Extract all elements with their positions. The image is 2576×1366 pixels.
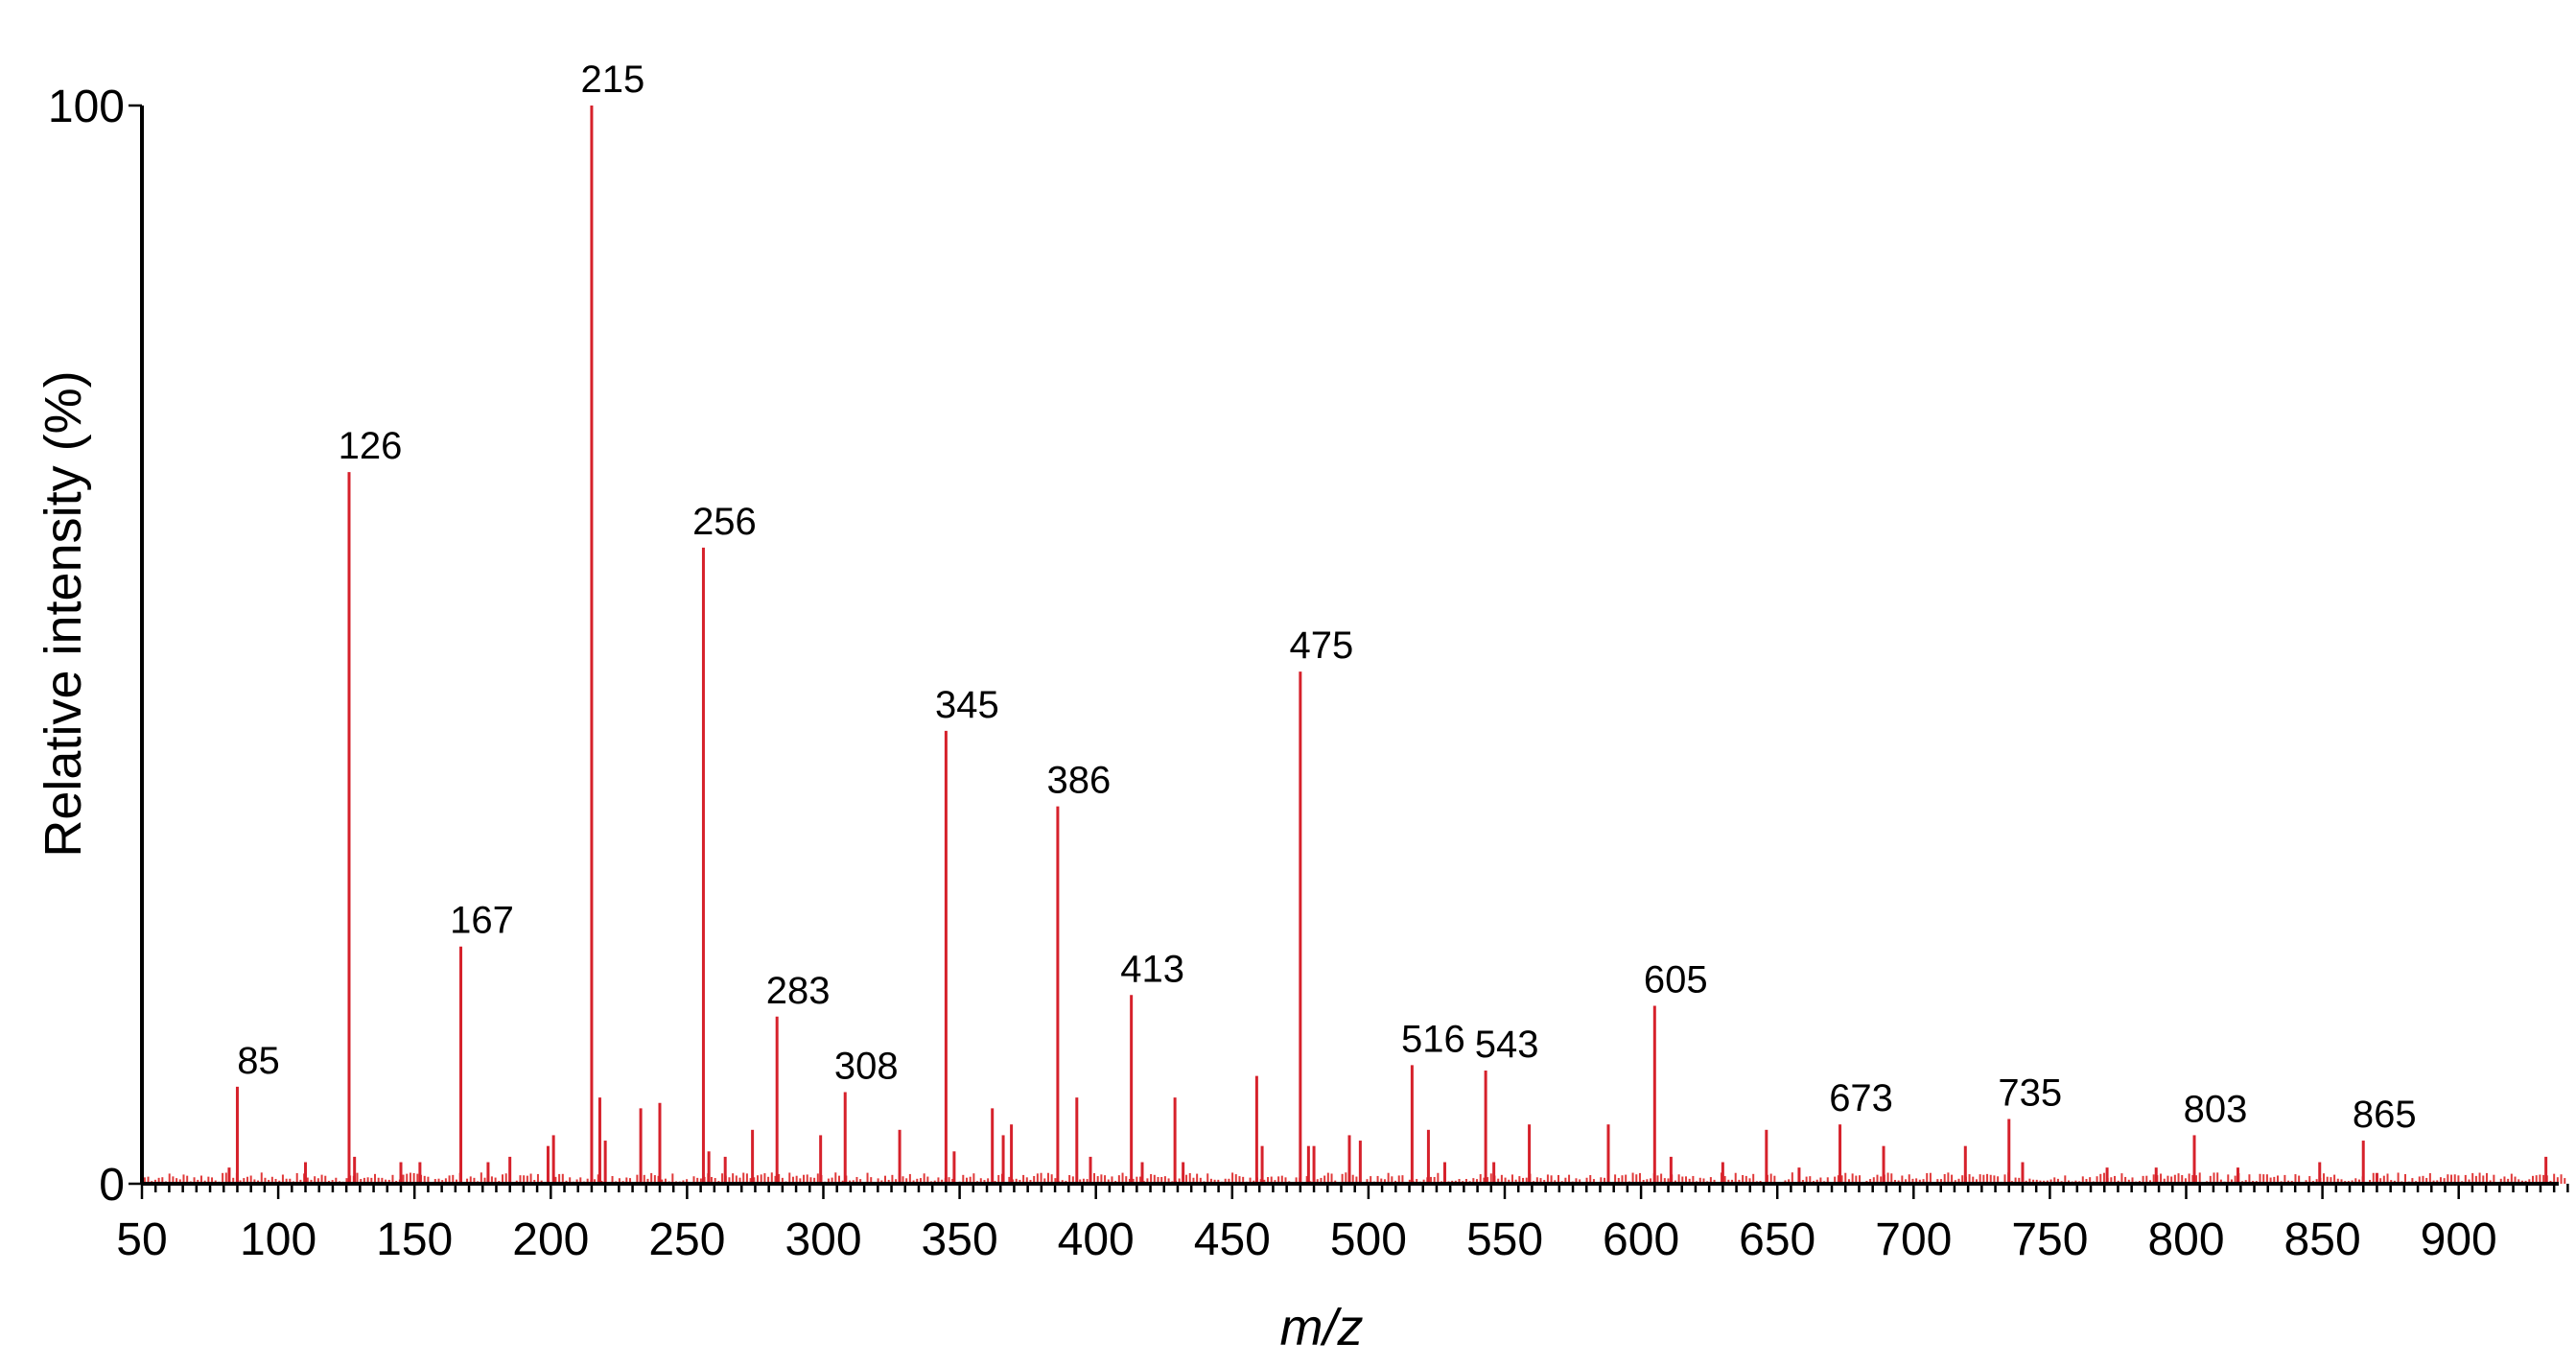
peak-label-735: 735 [1998,1072,2062,1115]
peak-label-167: 167 [450,900,514,942]
peak-label-256: 256 [692,501,757,543]
peak-label-673: 673 [1829,1077,1893,1119]
peak-label-543: 543 [1475,1024,1539,1066]
axis-ticks: 50 100 150 200 250 300 350 400 450 500 550 600 650 70… [48,82,2569,1265]
x-tick-label: 700 [1875,1214,1952,1265]
x-tick-label: 450 [1194,1214,1271,1265]
x-tick-label: 350 [922,1214,998,1265]
peak-label-413: 413 [1120,948,1184,990]
peak-label-308: 308 [834,1045,899,1087]
y-tick-label: 0 [99,1160,125,1211]
x-tick-label: 200 [512,1214,589,1265]
peak-label-85: 85 [237,1040,280,1082]
x-tick-label: 500 [1330,1214,1407,1265]
peak-label-215: 215 [581,59,645,101]
x-tick-label: 850 [2284,1214,2361,1265]
x-tick-label: 550 [1466,1214,1543,1265]
x-tick-label: 100 [240,1214,316,1265]
y-axis-title: Relative intensity (%) [35,370,92,857]
peaks-layer [227,106,2548,1184]
peak-label-126: 126 [339,425,403,467]
peak-label-516: 516 [1401,1018,1465,1060]
axes [140,106,2559,1186]
x-tick-label: 50 [116,1214,167,1265]
x-tick-label: 150 [376,1214,453,1265]
x-tick-label: 300 [785,1214,861,1265]
peak-label-475: 475 [1289,624,1353,667]
peak-label-605: 605 [1644,959,1708,1001]
peak-label-345: 345 [935,684,999,726]
peak-label-386: 386 [1047,760,1112,802]
x-axis-title: m/z [1280,1299,1364,1356]
peak-label-283: 283 [766,970,831,1012]
peak-label-865: 865 [2353,1094,2417,1136]
x-tick-label: 400 [1058,1214,1135,1265]
x-tick-label: 650 [1739,1214,1815,1265]
x-tick-label: 900 [2421,1214,2497,1265]
x-tick-label: 750 [2011,1214,2088,1265]
x-tick-label: 250 [648,1214,725,1265]
x-tick-label: 800 [2147,1214,2224,1265]
y-tick-label: 100 [48,82,125,132]
peak-label-803: 803 [2184,1088,2248,1130]
x-tick-label: 600 [1603,1214,1679,1265]
